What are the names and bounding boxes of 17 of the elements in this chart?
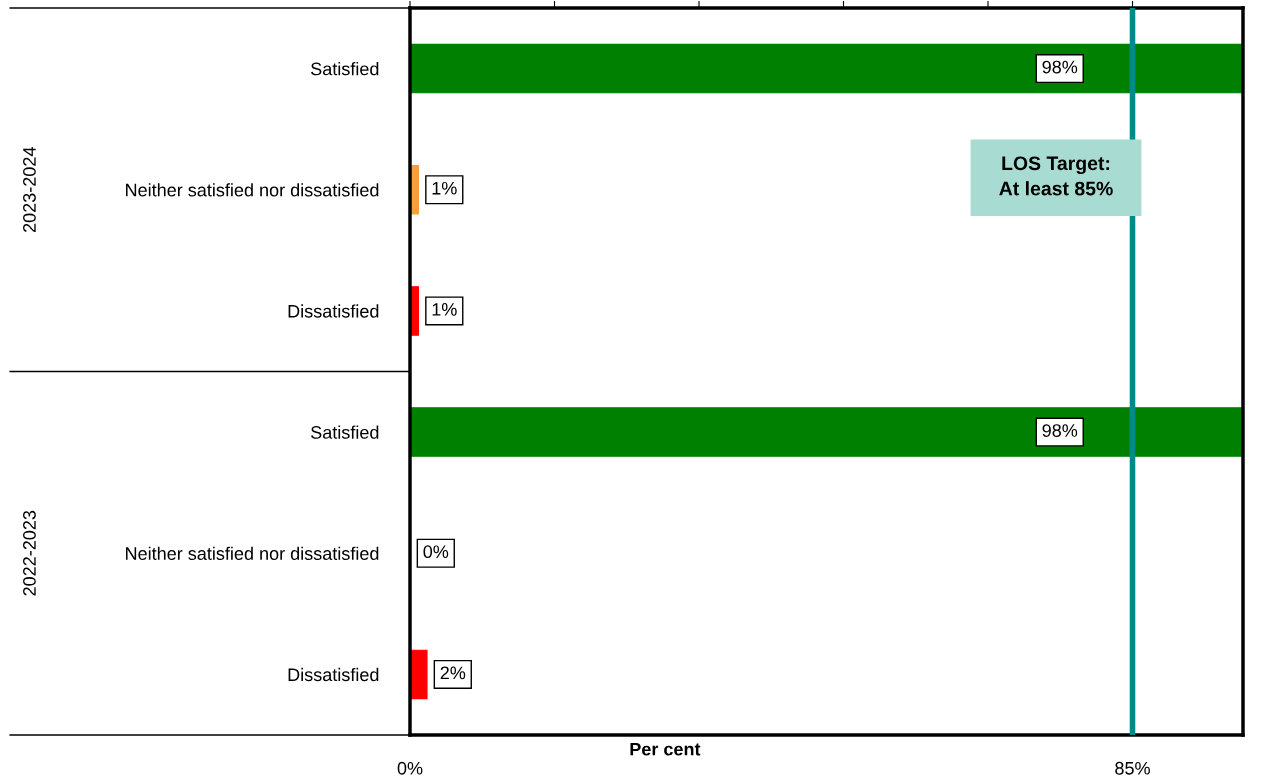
x-tick-label: 85% xyxy=(1115,761,1150,775)
text: 2023-2024 xyxy=(23,147,36,233)
data-label: 1% xyxy=(432,181,457,195)
y-tick-label: Satisfied xyxy=(311,425,379,439)
data-label: 98% xyxy=(1042,60,1078,74)
x-axis-title: Per cent xyxy=(630,742,701,756)
y-tick-label: Dissatisfied xyxy=(288,304,379,318)
y-tick-label: Satisfied xyxy=(311,62,379,76)
data-label: 98% xyxy=(1042,424,1078,437)
text: 2022-2023 xyxy=(23,510,36,596)
y-tick-label: Neither satisfied nor dissatisfied xyxy=(126,183,379,197)
y-tick-label: Dissatisfied xyxy=(288,667,379,682)
data-label: 0% xyxy=(423,545,449,559)
y-tick-label: Neither satisfied nor dissatisfied xyxy=(126,546,379,560)
ref-line-label: LOS Target: At least 85% xyxy=(999,156,1113,196)
data-label: 2% xyxy=(440,666,466,680)
data-label: 1% xyxy=(432,303,457,316)
